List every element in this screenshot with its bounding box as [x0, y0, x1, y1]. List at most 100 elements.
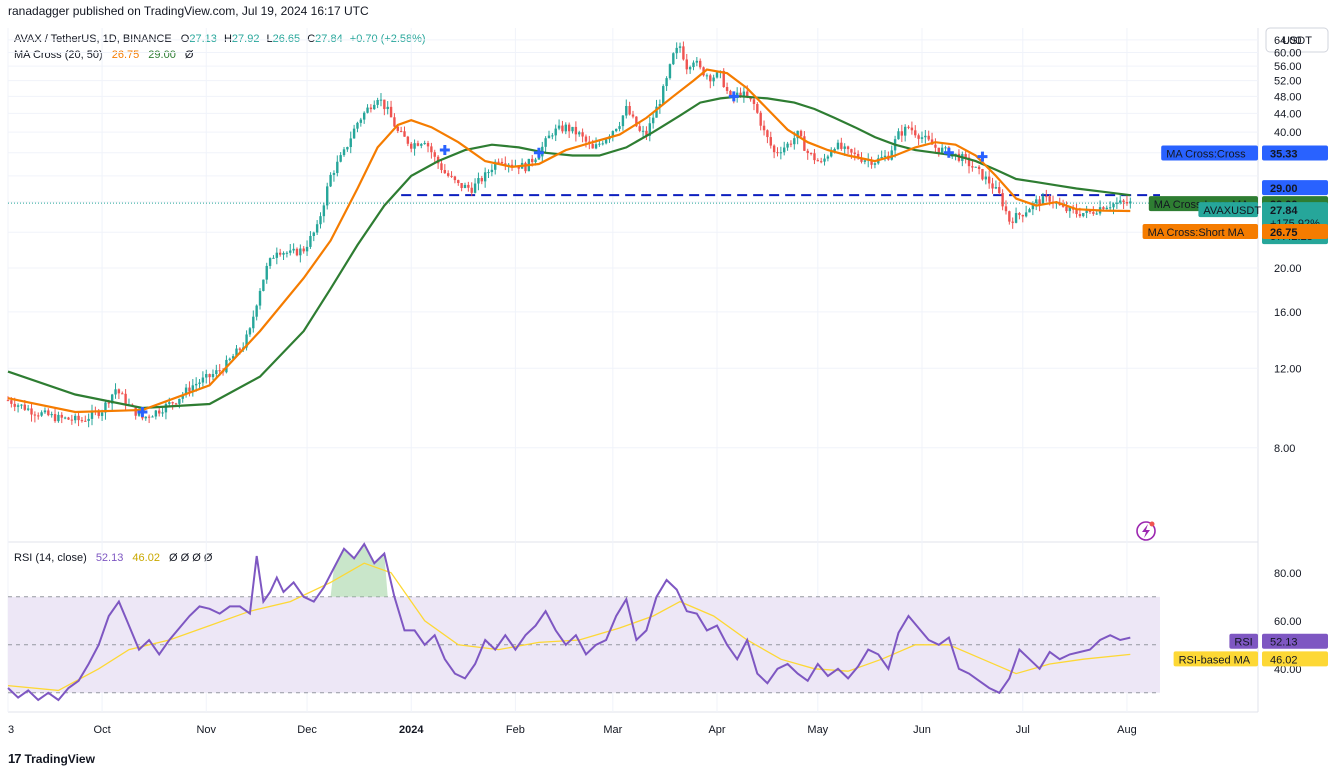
candle-body	[699, 60, 702, 68]
candle-body	[205, 374, 208, 378]
candle-body	[1008, 211, 1011, 222]
time-axis-ticks: 3 Oct Nov Dec 2024 Feb Mar Apr May Jun Jul Aug	[8, 724, 1137, 736]
candle-body	[665, 78, 668, 87]
candle-body	[715, 72, 719, 78]
candle-body	[618, 126, 621, 129]
candle-body	[121, 393, 124, 395]
high-value: 27.92	[232, 33, 260, 45]
candle-body	[305, 246, 309, 252]
candle-body	[967, 157, 971, 167]
candle-body	[67, 417, 70, 420]
price-tick-label: 44.00	[1274, 108, 1302, 120]
price-tag-value: 26.75	[1270, 227, 1298, 239]
candle-body	[692, 62, 695, 68]
low-value: 26.65	[273, 33, 301, 45]
candle-body	[776, 152, 779, 154]
price-axis-ticks: 64.0060.0056.0052.0048.0044.0040.0036.00…	[1274, 35, 1302, 455]
rsi-pane: 80.00 60.00 40.00 52.13 RSI 46.02 RSI-based MA	[7, 542, 1328, 702]
candle-body	[530, 158, 534, 163]
rsi-tick-label: 60.00	[1274, 616, 1302, 628]
candle-body	[668, 64, 672, 79]
candle-body	[147, 416, 151, 418]
candle-body	[1024, 212, 1028, 217]
brand-label: TradingView	[24, 751, 95, 766]
currency-button[interactable]	[1265, 27, 1329, 53]
rsi-ma-line	[7, 562, 1131, 692]
candle-body	[756, 103, 759, 113]
rsi-value: 52.13	[96, 552, 124, 564]
candle-body	[1021, 215, 1024, 217]
rsi-tag-name: RSI	[1234, 637, 1252, 649]
candle-body	[1082, 213, 1085, 217]
candle-body	[796, 130, 799, 139]
candle-body	[769, 137, 772, 146]
candle-body	[208, 374, 211, 378]
candle-body	[1125, 202, 1129, 204]
candle-body	[87, 418, 90, 421]
candle-body	[856, 153, 860, 159]
candle-body	[309, 235, 312, 247]
flash-icon[interactable]	[1136, 521, 1156, 541]
candle-body	[934, 144, 937, 148]
candle-body	[1065, 206, 1068, 212]
candle-body	[799, 130, 803, 137]
ma-cross-label: MA Cross (20, 50)	[14, 49, 103, 61]
candle-body	[712, 77, 715, 82]
candle-body	[23, 404, 27, 410]
candle-body	[830, 151, 833, 157]
candle-body	[561, 125, 564, 132]
candle-body	[1014, 213, 1018, 223]
price-tick-label: 20.00	[1274, 263, 1302, 275]
candle-body	[6, 400, 10, 402]
candle-body	[510, 164, 514, 167]
candle-body	[628, 106, 631, 115]
candle-body	[369, 107, 373, 110]
candle-body	[265, 265, 268, 280]
candle-body	[181, 394, 184, 399]
candle-body	[1085, 209, 1088, 214]
candle-body	[158, 410, 161, 414]
candle-body	[772, 145, 776, 153]
candle-body	[739, 92, 742, 96]
candle-body	[1112, 203, 1115, 208]
candle-body	[30, 408, 33, 415]
price-tick-label: 8.00	[1274, 443, 1295, 455]
candle-body	[245, 334, 248, 348]
candle-body	[1001, 193, 1004, 207]
candle-body	[940, 147, 944, 153]
candle-body	[924, 135, 927, 138]
candle-body	[688, 67, 692, 70]
price-tag-name: MA Cross:Cross	[1166, 148, 1246, 160]
candle-body	[430, 146, 433, 153]
rsi-overbought-fill	[330, 544, 388, 597]
candle-body	[584, 136, 588, 142]
candles	[6, 41, 1132, 428]
candle-body	[494, 161, 497, 170]
candle-body	[124, 393, 127, 405]
cross-marker	[137, 407, 148, 418]
price-tag-name: AVAXUSDT	[1203, 205, 1261, 217]
rsi-tag-name: RSI-based MA	[1179, 654, 1251, 666]
candle-body	[278, 252, 282, 255]
candle-body	[1119, 200, 1122, 203]
candle-body	[853, 152, 856, 154]
candle-body	[410, 143, 413, 149]
candle-body	[248, 328, 252, 335]
candle-body	[450, 175, 453, 177]
time-tick-label: Jun	[913, 724, 931, 736]
candle-body	[662, 86, 665, 105]
candle-body	[809, 153, 813, 155]
price-tag-name: MA Cross:Short MA	[1148, 227, 1245, 239]
candle-body	[107, 402, 111, 404]
candle-body	[295, 248, 299, 256]
candle-body	[168, 402, 171, 404]
ma-crosses	[137, 91, 988, 418]
candle-body	[312, 232, 315, 236]
candle-body	[366, 107, 369, 113]
candle-body	[890, 150, 893, 160]
candle-body	[752, 99, 756, 104]
candle-body	[648, 123, 652, 136]
candle-body	[191, 385, 195, 392]
price-tag-name-box	[1198, 202, 1258, 218]
